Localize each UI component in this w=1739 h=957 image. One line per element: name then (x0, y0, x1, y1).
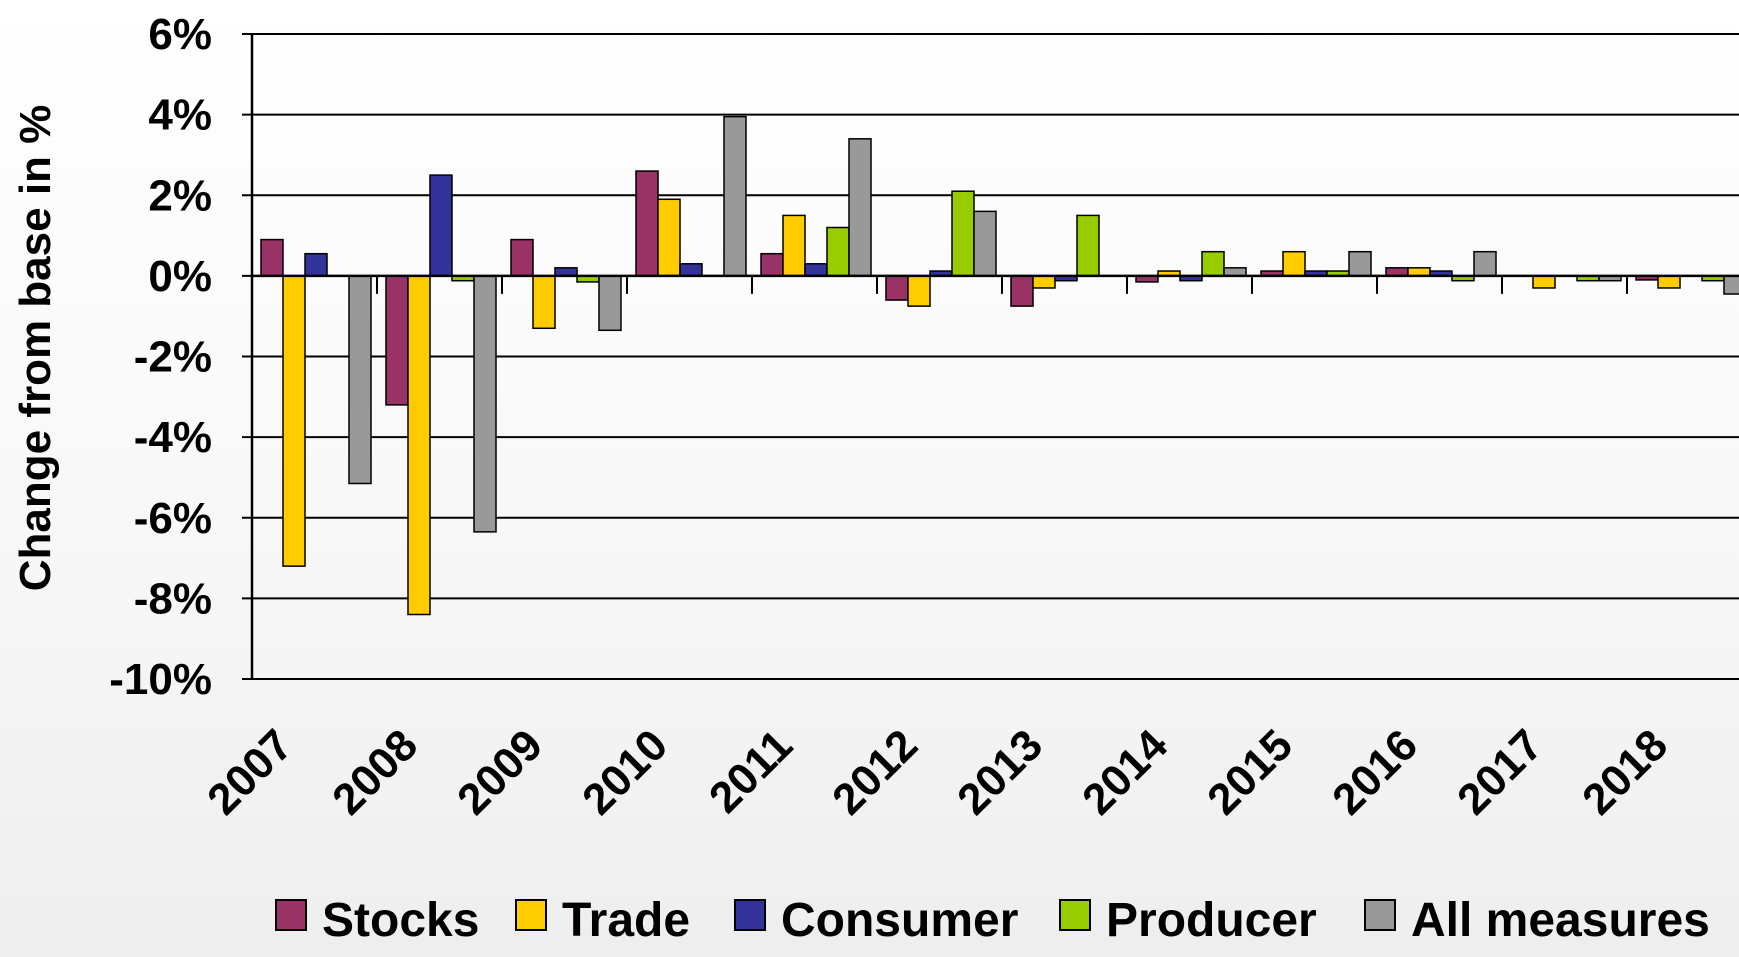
bar-all-measures-2008 (473, 275, 497, 533)
bar-trade-2007 (282, 275, 306, 567)
bar-stocks-2009 (510, 238, 534, 277)
legend-swatch (275, 899, 307, 931)
y-tick-label: 4% (148, 91, 212, 140)
bars (260, 115, 1739, 616)
bar-stocks-2013 (1010, 275, 1034, 307)
legend-swatch (1364, 899, 1396, 931)
legend-label: Consumer (781, 894, 1018, 947)
y-tick-label: -2% (134, 333, 212, 382)
x-tick-label: 2010 (573, 720, 677, 824)
y-axis-title: Change from base in % (11, 105, 60, 592)
bar-trade-2018 (1657, 275, 1681, 289)
gridlines (242, 33, 1739, 680)
bar-producer-2011 (826, 226, 850, 277)
x-tick-label: 2012 (823, 720, 927, 824)
legend-swatch (734, 899, 766, 931)
bar-all-measures-2009 (598, 275, 622, 332)
x-tick-label: 2008 (323, 720, 427, 824)
y-tick-label: -6% (134, 494, 212, 543)
x-tick-label: 2007 (198, 720, 302, 824)
bar-all-measures-2012 (973, 210, 997, 277)
legend: Stocks Trade Consumer Producer All measures (275, 894, 1710, 947)
bar-trade-2012 (907, 275, 931, 307)
x-tick-label: 2016 (1323, 720, 1427, 824)
bar-trade-2017 (1532, 275, 1556, 289)
bar-stocks-2010 (635, 170, 659, 277)
y-tick-labels: 6% 4% 2% 0% -2% -4% -6% -8% -10% (109, 10, 212, 704)
bar-consumer-2008 (429, 174, 453, 277)
bar-stocks-2007 (260, 238, 284, 277)
legend-swatch (515, 899, 547, 931)
bar-consumer-2007 (304, 252, 328, 277)
x-tick-label: 2015 (1198, 720, 1302, 824)
y-tick-label: -8% (134, 574, 212, 623)
bar-consumer-2011 (804, 263, 828, 277)
bar-producer-2012 (951, 190, 975, 277)
x-tick-label: 2017 (1448, 720, 1552, 824)
bar-consumer-2010 (679, 263, 703, 277)
bar-trade-2015 (1282, 250, 1306, 277)
x-tick-label: 2009 (448, 720, 552, 824)
x-tick-labels: 2007 2008 2009 2010 2011 2012 2013 2014 2015 2016… (198, 720, 1677, 824)
bar-trade-2013 (1032, 275, 1056, 289)
legend-label: Stocks (322, 894, 479, 947)
y-tick-label: -4% (134, 413, 212, 462)
bar-trade-2009 (532, 275, 556, 330)
bar-all-measures-2007 (348, 275, 372, 485)
x-tick-label: 2011 (700, 720, 802, 822)
y-tick-label: 6% (148, 10, 212, 59)
bar-stocks-2012 (885, 275, 909, 301)
legend-label: Producer (1106, 894, 1317, 947)
axes (250, 34, 1739, 679)
y-tick-label: 2% (148, 171, 212, 220)
y-tick-label: -10% (109, 655, 212, 704)
y-tick-label: 0% (148, 252, 212, 301)
bar-stocks-2008 (385, 275, 409, 406)
x-tick-label: 2018 (1573, 720, 1677, 824)
bar-all-measures-2015 (1348, 250, 1372, 277)
bar-trade-2008 (407, 275, 431, 616)
bar-all-measures-2011 (848, 138, 872, 277)
bar-all-measures-2016 (1473, 250, 1497, 277)
bar-producer-2014 (1201, 250, 1225, 277)
legend-label: All measures (1411, 894, 1710, 947)
bar-producer-2013 (1076, 214, 1100, 277)
bar-all-measures-2010 (723, 115, 747, 277)
legend-swatch (1059, 899, 1091, 931)
x-tick-label: 2014 (1073, 720, 1177, 824)
bar-all-measures-2018 (1723, 275, 1739, 295)
x-tick-label: 2013 (948, 720, 1052, 824)
bar-trade-2011 (782, 214, 806, 277)
bar-stocks-2011 (760, 252, 784, 277)
bar-trade-2010 (657, 198, 681, 277)
legend-label: Trade (562, 894, 690, 947)
